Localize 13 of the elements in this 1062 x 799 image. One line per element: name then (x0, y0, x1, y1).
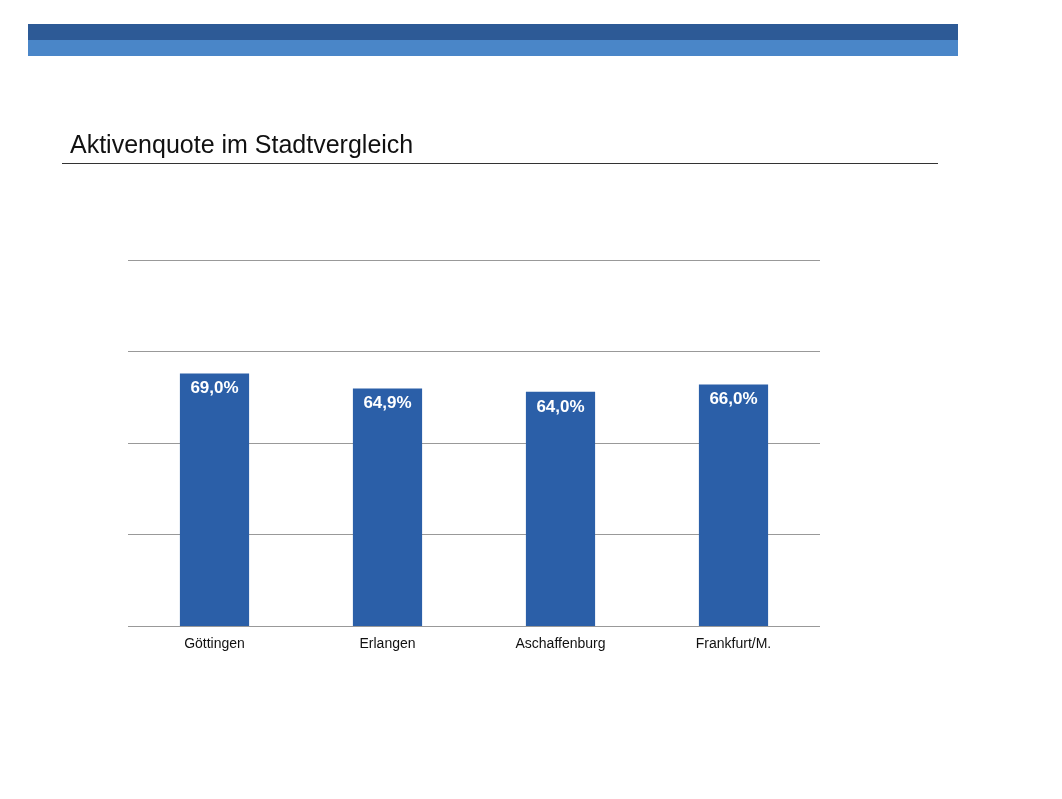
data-label: 64,0% (536, 396, 585, 416)
bar (525, 391, 596, 626)
x-tick-label: Erlangen (359, 635, 416, 651)
bar (179, 373, 250, 626)
x-tick-label: Aschaffenburg (515, 635, 606, 651)
bar (698, 384, 769, 626)
chart-title: Aktivenquote im Stadtvergleich (70, 130, 414, 159)
data-label: 66,0% (709, 389, 758, 409)
x-tick-label: Frankfurt/M. (695, 635, 772, 651)
data-label: 64,9% (363, 393, 412, 413)
x-tick-label: Göttingen (184, 635, 245, 651)
data-label: 69,0% (190, 378, 239, 398)
bar (352, 388, 423, 626)
